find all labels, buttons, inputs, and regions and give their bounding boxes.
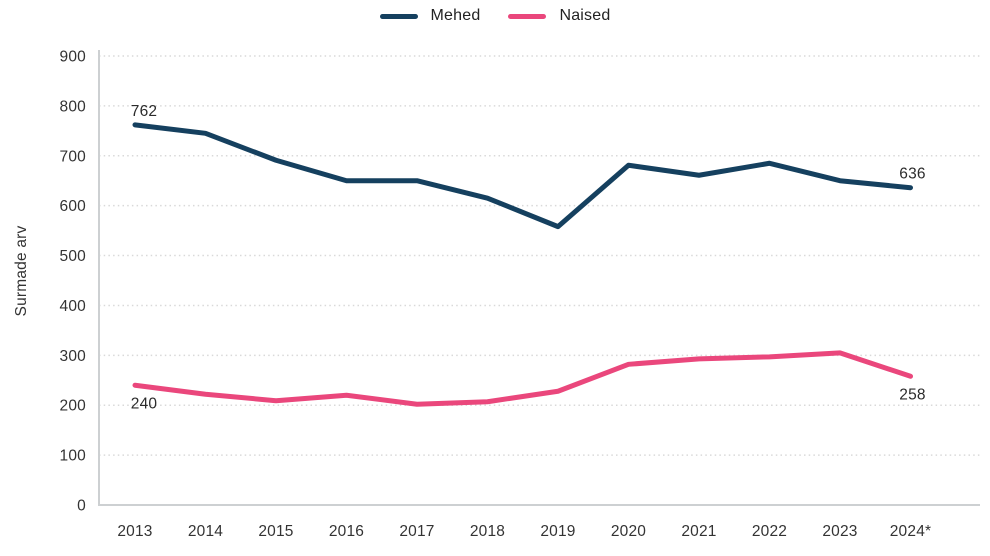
y-tick-label: 200 (60, 398, 87, 415)
x-tick-label: 2020 (611, 523, 646, 540)
x-tick-label: 2017 (399, 523, 434, 540)
point-label-258: 258 (899, 386, 925, 403)
x-tick-label: 2016 (329, 523, 364, 540)
y-tick-label: 400 (60, 298, 87, 315)
x-tick-label: 2022 (752, 523, 787, 540)
y-tick-label: 900 (60, 49, 87, 66)
legend-item-naised[interactable]: Naised (508, 7, 610, 25)
y-tick-label: 600 (60, 198, 87, 215)
y-tick-label: 300 (60, 348, 87, 365)
y-tick-label: 500 (60, 248, 87, 265)
point-label-762: 762 (131, 103, 157, 120)
x-tick-label: 2024* (890, 523, 932, 540)
legend: Mehed Naised (0, 7, 990, 25)
legend-swatch-naised-icon (508, 13, 547, 19)
point-label-240: 240 (131, 395, 158, 412)
x-tick-label: 2015 (258, 523, 293, 540)
legend-swatch-mehed-icon (379, 13, 418, 19)
x-tick-label: 2013 (117, 523, 152, 540)
x-tick-label: 2023 (822, 523, 857, 540)
legend-label-naised: Naised (559, 7, 611, 24)
point-label-636: 636 (899, 166, 925, 183)
x-tick-label: 2021 (681, 523, 716, 540)
series-line-naised (132, 350, 913, 407)
legend-item-mehed[interactable]: Mehed (379, 7, 481, 25)
y-tick-label: 100 (60, 448, 87, 465)
y-tick-label: 800 (60, 98, 87, 115)
legend-label-mehed: Mehed (430, 7, 481, 24)
x-tick-label: 2019 (540, 523, 575, 540)
x-tick-label: 2014 (188, 523, 223, 540)
x-tick-label: 2018 (470, 523, 505, 540)
y-tick-label: 0 (77, 498, 86, 515)
series-line-mehed (132, 122, 913, 230)
y-tick-label: 700 (60, 148, 87, 165)
